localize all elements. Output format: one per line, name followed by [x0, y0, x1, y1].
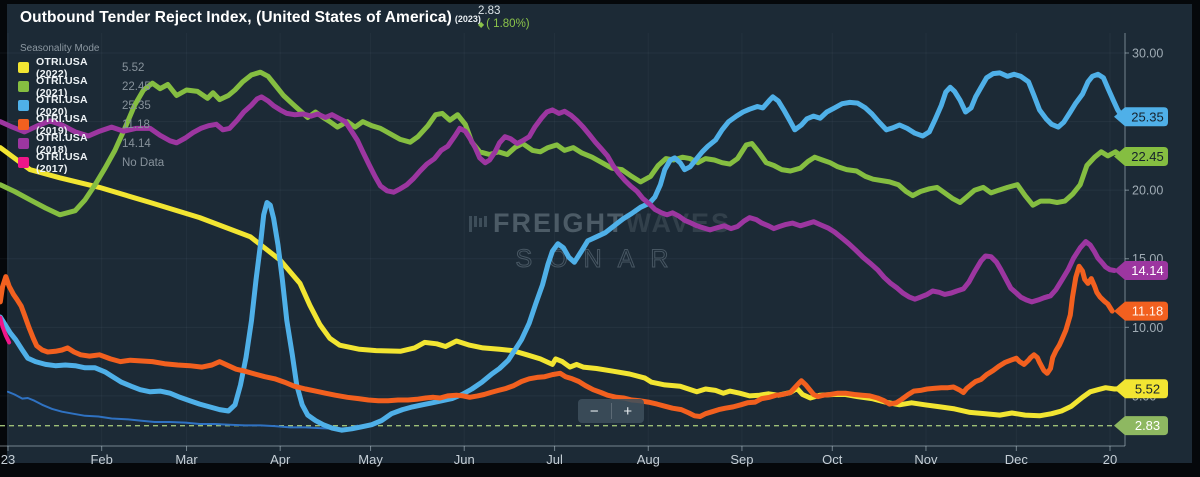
legend-value: No Data: [122, 156, 165, 169]
zoom-controls: − +: [578, 399, 644, 423]
legend-label: OTRI.USA (2022): [36, 55, 88, 80]
x-tick-label: Nov: [914, 452, 938, 467]
axis-value-badge: [1114, 379, 1168, 399]
legend-label: OTRI.USA (2019): [36, 112, 88, 137]
legend-item-2021[interactable]: OTRI.USA (2021) 22.45: [18, 74, 164, 99]
axis-value-badge: [1114, 416, 1168, 436]
zoom-out-button[interactable]: −: [589, 402, 599, 420]
x-tick-label: Oct: [822, 452, 843, 467]
legend-item-2019[interactable]: OTRI.USA (2019) 11.18: [18, 112, 164, 137]
legend-label: OTRI.USA (2020): [36, 93, 88, 118]
legend-value: 22.45: [122, 80, 151, 93]
axis-value-badge: [1114, 147, 1168, 167]
legend-item-2022[interactable]: OTRI.USA (2022) 5.52: [18, 55, 164, 80]
legend-item-2020[interactable]: OTRI.USA (2020) 25.35: [18, 93, 164, 118]
series-line-2018: [0, 94, 1117, 305]
axis-value-badge-label: 25.35: [1131, 109, 1164, 124]
series-line-2022: [0, 145, 1125, 419]
legend-swatch-2019: [18, 119, 29, 130]
x-tick-label: Jun: [454, 452, 475, 467]
legend-value: 11.18: [122, 118, 150, 131]
y-tick-label: 30.00: [1132, 47, 1163, 61]
legend-label: OTRI.USA (2018): [36, 131, 88, 156]
chart-header: Outbound Tender Reject Index, (United St…: [20, 9, 481, 27]
axis-value-badge-label: 11.18: [1132, 304, 1164, 319]
series-line-2021: [0, 69, 1125, 218]
axis-value-badge-label: 2.83: [1135, 418, 1160, 433]
legend-swatch-2018: [18, 138, 29, 149]
page-title: Outbound Tender Reject Index, (United St…: [20, 9, 452, 26]
x-tick-label: 20: [1103, 452, 1117, 467]
x-tick-label: Mar: [175, 452, 198, 467]
x-tick-label: Apr: [270, 452, 291, 467]
latest-change: ◆( 1.80%): [478, 18, 530, 31]
x-tick-label: May: [358, 452, 383, 467]
legend-value: 5.52: [122, 61, 145, 74]
axis-value-badge-label: 14.14: [1131, 263, 1164, 278]
latest-value: 2.83: [478, 5, 501, 17]
series-line-2023: [7, 390, 359, 430]
legend-label: OTRI.USA (2017): [36, 150, 88, 175]
legend-value: 14.14: [122, 137, 151, 150]
legend-value: 25.35: [122, 99, 151, 112]
change-percent: ( 1.80%): [486, 18, 530, 30]
y-tick-label: 20.00: [1132, 184, 1163, 198]
x-tick-label: Feb: [90, 452, 112, 467]
legend-swatch-2022: [18, 62, 29, 73]
legend-item-2018[interactable]: OTRI.USA (2018) 14.14: [18, 131, 164, 156]
zoom-divider: [610, 403, 612, 419]
legend-swatch-2020: [18, 100, 29, 111]
legend-item-2017[interactable]: OTRI.USA (2017) No Data: [18, 150, 165, 175]
series-line-2020: [0, 70, 1125, 433]
axis-value-badge: [1114, 107, 1168, 127]
series-line-2017: [0, 315, 12, 345]
legend: OTRI.USA (2022) 5.52 OTRI.USA (2021) 22.…: [18, 55, 165, 175]
legend-swatch-2017: [18, 157, 29, 168]
seasonality-mode-label: Seasonality Mode: [20, 43, 100, 54]
latest-quote: 2.83 ◆( 1.80%): [478, 5, 530, 31]
axis-value-badge: [1114, 301, 1168, 321]
change-diamond-icon: ◆: [478, 20, 485, 29]
page-title-year: (2023): [454, 14, 481, 24]
x-tick-label: Dec: [1005, 452, 1029, 467]
x-tick-label: 23: [1, 452, 15, 467]
x-tick-label: Aug: [637, 452, 660, 467]
series-line-2019: [0, 263, 1115, 419]
zoom-in-button[interactable]: +: [623, 402, 633, 420]
y-tick-label: 10.00: [1132, 321, 1163, 335]
legend-swatch-2021: [18, 81, 29, 92]
x-tick-label: Jul: [546, 452, 563, 467]
x-tick-label: Sep: [730, 452, 753, 467]
axis-value-badge-label: 22.45: [1131, 149, 1164, 164]
axis-value-badge-label: 5.52: [1135, 381, 1160, 396]
legend-label: OTRI.USA (2021): [36, 74, 88, 99]
axis-value-badge: [1114, 261, 1168, 281]
